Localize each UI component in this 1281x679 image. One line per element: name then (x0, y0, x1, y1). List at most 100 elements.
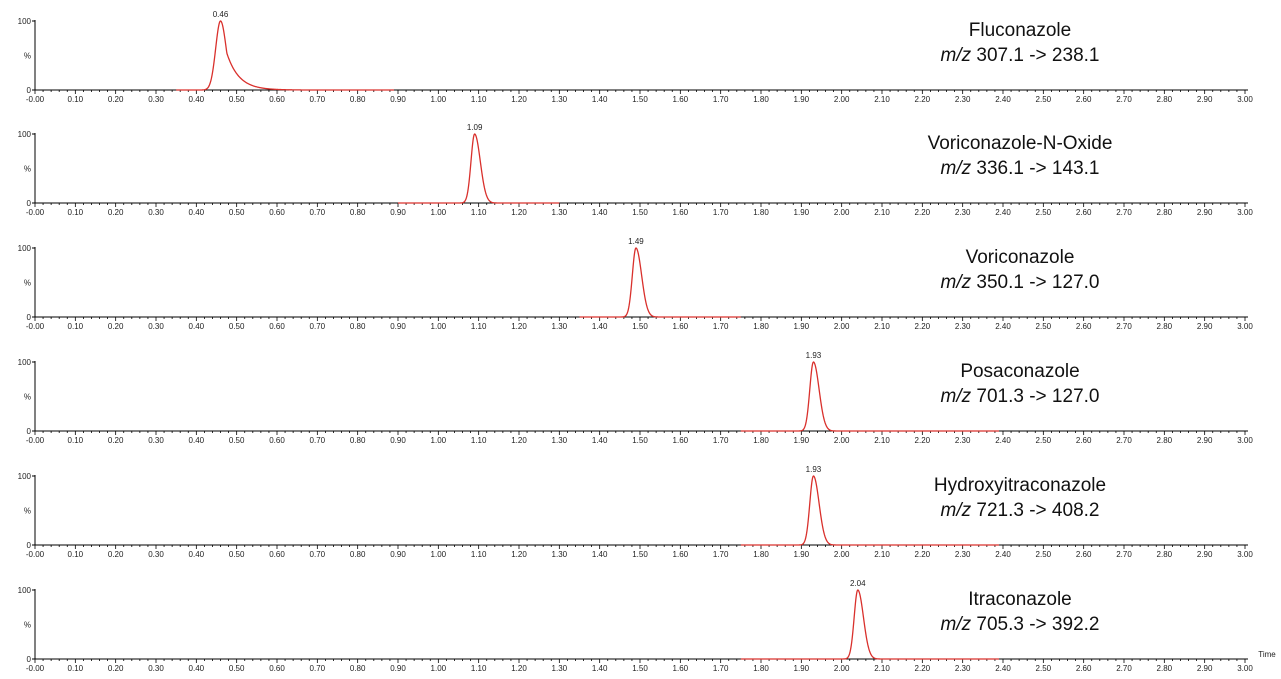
x-tick-label: 1.50 (632, 208, 648, 217)
x-tick-label: 1.30 (552, 95, 568, 104)
x-tick-label: 1.20 (511, 436, 527, 445)
x-tick-label: 2.10 (874, 550, 890, 559)
x-tick-label: 0.30 (148, 208, 164, 217)
x-tick-label: 2.80 (1157, 208, 1173, 217)
x-tick-label: 1.20 (511, 208, 527, 217)
x-tick-label: 2.50 (1036, 664, 1052, 673)
compound-name: Hydroxyitraconazole (934, 475, 1106, 496)
x-tick-label: 2.60 (1076, 208, 1092, 217)
chromatogram-trace (176, 20, 394, 91)
y-tick-label: % (24, 279, 31, 288)
x-tick-label: 1.20 (511, 550, 527, 559)
mrm-transition: m/z 307.1 -> 238.1 (941, 45, 1100, 66)
chromatogram-panel: 100% 0-0.00 0.10 0.20 0.30 0.40 0.50 0.60 0.70 0.… (18, 10, 1254, 104)
x-tick-label: 3.00 (1237, 664, 1253, 673)
x-tick-label: 2.10 (874, 322, 890, 331)
chromatogram-panel: 100% 0-0.00 0.10 0.20 0.30 0.40 0.50 0.60 0.70 0.… (18, 579, 1254, 673)
x-tick-label: 2.40 (995, 550, 1011, 559)
x-tick-label: 0.70 (310, 208, 326, 217)
x-tick-label: 0.60 (269, 322, 285, 331)
chromatogram-panel: 100% 0-0.00 0.10 0.20 0.30 0.40 0.50 0.60 0.70 0.… (18, 465, 1254, 559)
x-tick-label: 1.40 (592, 95, 608, 104)
y-tick-label: 100 (18, 17, 32, 26)
mrm-transition: m/z 705.3 -> 392.2 (941, 614, 1100, 635)
x-tick-label: 0.90 (390, 436, 406, 445)
compound-name: Itraconazole (968, 589, 1072, 610)
x-tick-label: 0.60 (269, 208, 285, 217)
x-tick-label: 1.00 (431, 322, 447, 331)
mz-prefix: m/z (941, 272, 972, 293)
x-tick-label: 2.90 (1197, 208, 1213, 217)
y-tick-label: % (24, 507, 31, 516)
mrm-transition: m/z 336.1 -> 143.1 (941, 158, 1100, 179)
x-tick-label: 1.40 (592, 550, 608, 559)
x-tick-label: 2.80 (1157, 95, 1173, 104)
x-tick-label: 2.70 (1116, 322, 1132, 331)
x-tick-label: 1.00 (431, 208, 447, 217)
x-tick-label: 0.50 (229, 322, 245, 331)
x-tick-label: 2.60 (1076, 664, 1092, 673)
x-tick-label: 2.30 (955, 95, 971, 104)
chromatogram-panel: 100% 0-0.00 0.10 0.20 0.30 0.40 0.50 0.60 0.70 0.… (18, 123, 1254, 217)
x-tick-label: 2.00 (834, 550, 850, 559)
x-tick-label: 1.90 (794, 322, 810, 331)
x-tick-label: 1.10 (471, 664, 487, 673)
y-tick-label: % (24, 621, 31, 630)
compound-name: Posaconazole (960, 361, 1079, 382)
x-tick-label: 0.80 (350, 208, 366, 217)
x-tick-label: 2.00 (834, 436, 850, 445)
mrm-transition: m/z 350.1 -> 127.0 (941, 272, 1100, 293)
x-tick-label: 2.00 (834, 664, 850, 673)
x-tick-label: 2.80 (1157, 436, 1173, 445)
x-tick-label: 2.80 (1157, 664, 1173, 673)
x-tick-label: -0.00 (26, 322, 45, 331)
x-tick-label: 1.60 (673, 436, 689, 445)
x-tick-label: 2.70 (1116, 550, 1132, 559)
x-tick-label: 1.30 (552, 550, 568, 559)
y-tick-label: 0 (27, 199, 32, 208)
x-tick-label: 1.70 (713, 95, 729, 104)
x-tick-label: 0.20 (108, 208, 124, 217)
transition-value: 350.1 -> 127.0 (971, 272, 1099, 293)
chromatogram-panel: 100% 0-0.00 0.10 0.20 0.30 0.40 0.50 0.60 0.70 0.… (18, 351, 1254, 445)
x-tick-label: 2.60 (1076, 436, 1092, 445)
x-tick-label: 0.10 (68, 436, 84, 445)
y-tick-label: % (24, 393, 31, 402)
y-tick-label: 0 (27, 541, 32, 550)
x-tick-label: 2.10 (874, 664, 890, 673)
x-tick-label: 1.00 (431, 664, 447, 673)
x-tick-label: 3.00 (1237, 95, 1253, 104)
y-tick-label: 100 (18, 472, 32, 481)
x-tick-label: 0.50 (229, 95, 245, 104)
peak-rt-label: 1.93 (806, 351, 822, 360)
x-tick-label: 1.20 (511, 95, 527, 104)
x-tick-label: 1.70 (713, 550, 729, 559)
x-tick-label: 1.80 (753, 208, 769, 217)
x-tick-label: 2.20 (915, 208, 931, 217)
x-tick-label: 1.80 (753, 95, 769, 104)
mz-prefix: m/z (941, 500, 972, 521)
x-tick-label: 2.90 (1197, 664, 1213, 673)
x-tick-label: 2.80 (1157, 322, 1173, 331)
x-tick-label: 0.60 (269, 95, 285, 104)
y-tick-label: 0 (27, 86, 32, 95)
x-tick-label: 3.00 (1237, 436, 1253, 445)
x-tick-label: -0.00 (26, 550, 45, 559)
x-tick-label: 1.50 (632, 664, 648, 673)
peak-rt-label: 1.93 (806, 465, 822, 474)
chromatogram-trace (398, 133, 560, 204)
x-tick-label: 2.50 (1036, 95, 1052, 104)
x-tick-label: 0.10 (68, 550, 84, 559)
x-tick-label: 1.70 (713, 436, 729, 445)
y-tick-label: 100 (18, 586, 32, 595)
x-tick-label: 0.10 (68, 208, 84, 217)
x-tick-label: 1.80 (753, 550, 769, 559)
x-tick-label: 2.00 (834, 322, 850, 331)
x-tick-label: 0.90 (390, 95, 406, 104)
x-tick-label: 2.30 (955, 664, 971, 673)
x-tick-label: 1.00 (431, 436, 447, 445)
x-tick-label: 0.80 (350, 436, 366, 445)
x-tick-label: 0.80 (350, 664, 366, 673)
x-tick-label: 1.60 (673, 322, 689, 331)
x-tick-label: 2.90 (1197, 550, 1213, 559)
